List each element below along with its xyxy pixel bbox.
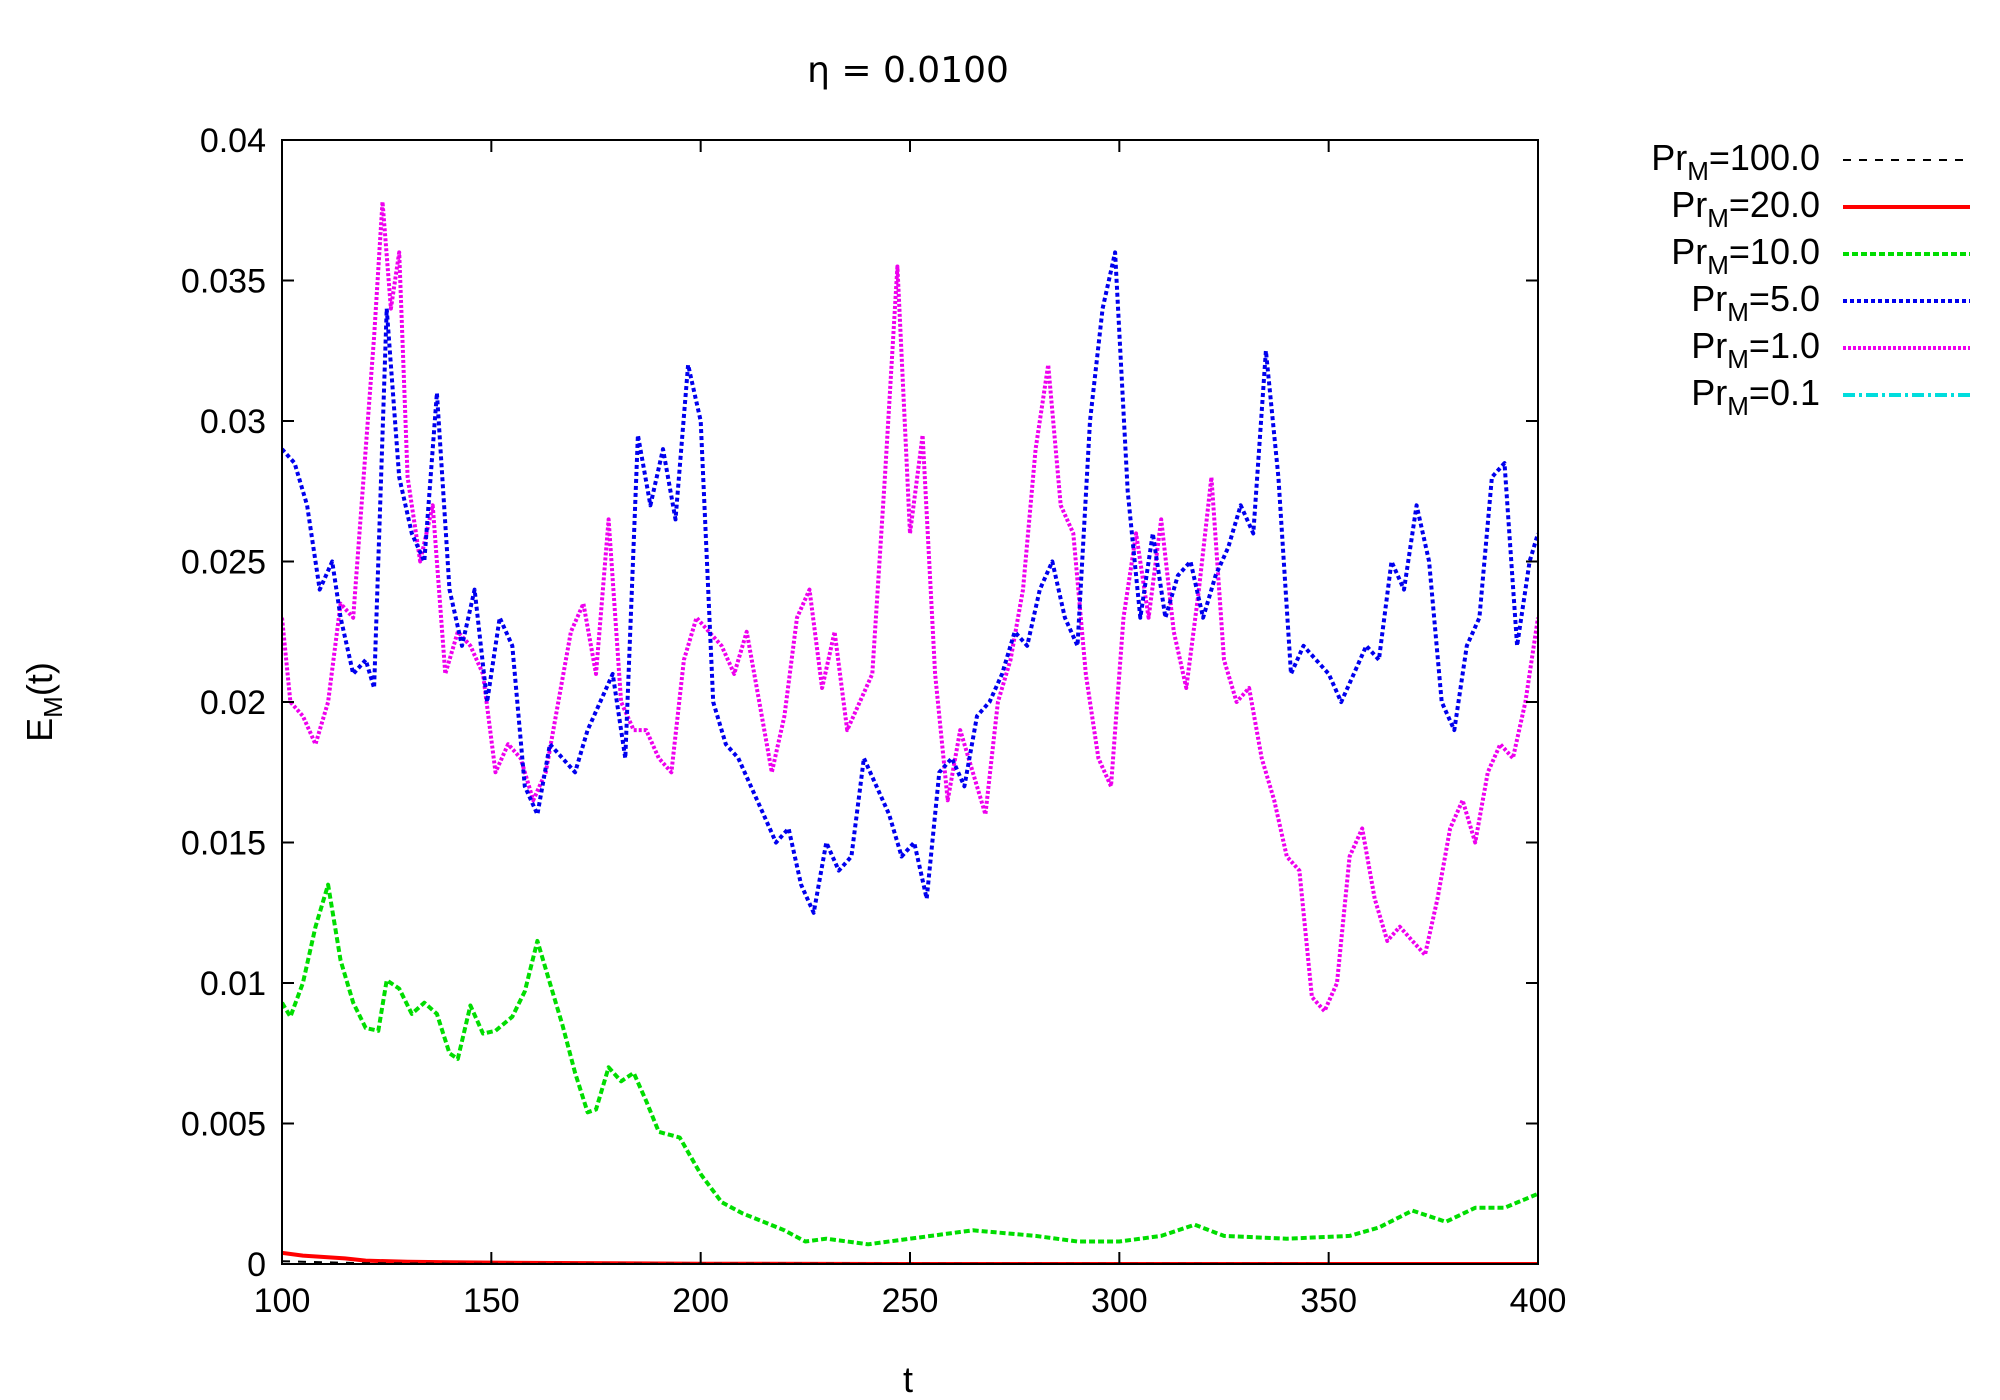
chart-title: η = 0.0100 — [807, 50, 1009, 91]
legend-label: PrM=10.0 — [1671, 231, 1820, 280]
legend-label: PrM=100.0 — [1651, 137, 1820, 186]
y-tick-label: 0.025 — [181, 544, 266, 582]
y-tick-label: 0.03 — [200, 403, 266, 441]
y-tick-label: 0.04 — [200, 122, 266, 160]
y-axis: 0 0.005 0.01 0.015 0.02 0.025 0.03 0.035 0.04 — [181, 122, 1538, 1284]
legend-label: PrM=5.0 — [1691, 278, 1820, 327]
x-tick-label: 400 — [1510, 1282, 1567, 1320]
legend-label: PrM=1.0 — [1691, 325, 1820, 374]
y-tick-label: 0 — [247, 1246, 266, 1284]
legend-entry: PrM=5.0 — [1691, 278, 1970, 327]
legend-entry: PrM=1.0 — [1691, 325, 1970, 374]
y-axis-label-base: E — [19, 718, 60, 742]
series-line-20.0 — [282, 1250, 1538, 1264]
x-tick-label: 300 — [1091, 1282, 1148, 1320]
legend-entry: PrM=100.0 — [1651, 137, 1970, 186]
y-axis-label-sub: M — [38, 696, 68, 718]
series-line-10.0 — [282, 882, 1538, 1247]
x-tick-label: 100 — [254, 1282, 311, 1320]
legend-label: PrM=0.1 — [1691, 372, 1820, 421]
x-tick-label: 250 — [882, 1282, 939, 1320]
legend-entry: PrM=20.0 — [1671, 184, 1970, 233]
svg-text:EM(t): EM(t) — [19, 662, 68, 742]
x-tick-label: 200 — [672, 1282, 729, 1320]
series-line-1.0 — [282, 199, 1538, 1014]
y-tick-label: 0.005 — [181, 1106, 266, 1144]
x-tick-label: 150 — [463, 1282, 520, 1320]
y-tick-label: 0.035 — [181, 263, 266, 301]
y-axis-label-suffix: (t) — [19, 662, 60, 696]
x-axis: 100 150 200 250 300 350 400 — [254, 140, 1567, 1320]
y-tick-label: 0.015 — [181, 825, 266, 863]
legend-entry: PrM=0.1 — [1691, 372, 1970, 421]
y-tick-label: 0.02 — [200, 684, 266, 722]
y-tick-label: 0.01 — [200, 965, 266, 1003]
series-line-5.0 — [282, 250, 1538, 915]
legend-label: PrM=20.0 — [1671, 184, 1820, 233]
y-axis-label: EM(t) — [19, 662, 68, 742]
legend: PrM=100.0PrM=20.0PrM=10.0PrM=5.0PrM=1.0P… — [1651, 137, 1970, 421]
x-axis-label: t — [903, 1359, 913, 1400]
x-tick-label: 350 — [1300, 1282, 1357, 1320]
legend-entry: PrM=10.0 — [1671, 231, 1970, 280]
